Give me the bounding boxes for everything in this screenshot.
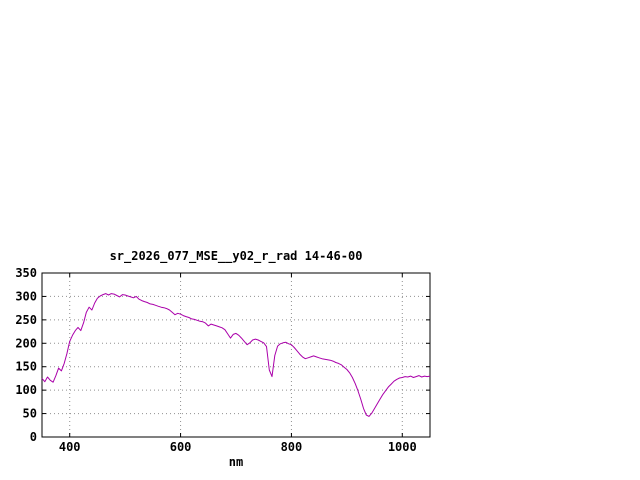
x-tick-label: 600 — [170, 440, 192, 454]
plot-border — [41, 272, 431, 438]
chart-title: sr_2026_077_MSE__y02_r_rad 14-46-00 — [109, 249, 363, 263]
y-tick-label: 350 — [15, 266, 37, 280]
y-tick-label: 250 — [15, 313, 37, 327]
y-tick-label: 300 — [15, 289, 37, 303]
y-tick-label: 50 — [23, 407, 37, 421]
y-tick-label: 200 — [15, 336, 37, 350]
y-tick-label: 0 — [30, 430, 37, 444]
y-tick-label: 100 — [15, 383, 37, 397]
x-axis-label: nm — [228, 455, 244, 469]
spectrum-line — [41, 293, 431, 417]
x-tick-label: 400 — [59, 440, 81, 454]
x-tick-label: 800 — [281, 440, 303, 454]
x-tick-label: 1000 — [388, 440, 417, 454]
y-tick-label: 150 — [15, 360, 37, 374]
